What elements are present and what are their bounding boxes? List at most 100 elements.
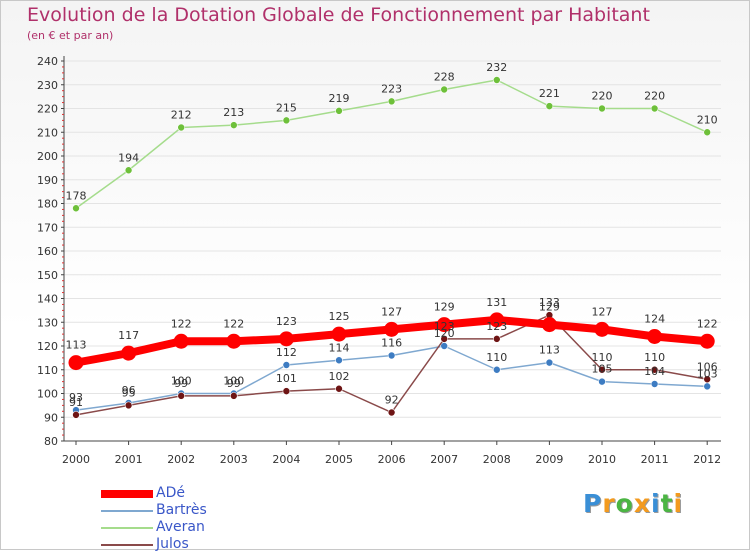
x-tick-label: 2011 [641, 453, 669, 466]
data-label: 220 [644, 90, 665, 103]
data-label: 122 [697, 317, 718, 330]
x-tick-label: 2002 [167, 453, 195, 466]
y-tick-label: 160 [37, 245, 58, 258]
x-tick-label: 2006 [378, 453, 406, 466]
data-point [545, 102, 554, 110]
logo-letter: o [615, 489, 634, 518]
data-point [594, 321, 610, 337]
data-label: 110 [486, 351, 507, 364]
data-point [282, 387, 291, 395]
y-tick-label: 120 [37, 340, 58, 353]
data-point [598, 377, 606, 386]
data-label: 117 [118, 329, 139, 342]
logo-letter: x [633, 489, 651, 518]
data-point [230, 392, 238, 400]
data-point [647, 329, 663, 344]
data-point [177, 123, 185, 132]
y-tick-label: 210 [37, 126, 58, 139]
data-label: 103 [697, 367, 718, 380]
data-point [699, 333, 715, 349]
data-label: 127 [592, 305, 613, 318]
data-label: 131 [486, 296, 507, 309]
data-label: 232 [486, 61, 507, 74]
data-label: 215 [276, 101, 297, 114]
data-label: 129 [539, 301, 560, 314]
y-tick-label: 180 [37, 198, 58, 211]
y-tick-label: 100 [37, 388, 58, 401]
x-tick-label: 2010 [588, 453, 616, 466]
data-point [387, 351, 396, 360]
data-point [335, 356, 343, 365]
data-point [335, 384, 343, 393]
x-tick-label: 2007 [430, 453, 458, 466]
data-label: 93 [69, 391, 83, 404]
data-point [384, 321, 400, 337]
data-point [68, 355, 84, 371]
legend-label: Julos [156, 536, 189, 552]
logo-letter: r [602, 489, 616, 518]
data-point [177, 392, 185, 400]
data-label: 101 [276, 372, 297, 385]
proxiti-logo: Proxiti [583, 489, 683, 518]
data-label: 129 [434, 301, 455, 314]
data-point [124, 401, 133, 410]
data-label: 123 [434, 320, 455, 333]
data-point [335, 107, 343, 115]
data-label: 220 [592, 90, 613, 103]
data-label: 122 [171, 317, 192, 330]
data-point [173, 333, 189, 349]
data-label: 221 [539, 87, 560, 100]
data-label: 114 [329, 341, 350, 354]
data-label: 213 [223, 106, 244, 119]
legend-label: ADé [156, 485, 185, 501]
data-point [282, 361, 291, 369]
data-label: 99 [227, 377, 241, 390]
data-point [436, 317, 452, 333]
y-tick-label: 240 [37, 55, 58, 68]
data-label: 194 [118, 151, 139, 164]
y-tick-label: 150 [37, 269, 58, 282]
legend-label: Bartrès [156, 502, 207, 518]
data-label: 120 [434, 327, 455, 340]
data-label: 133 [539, 296, 560, 309]
data-label: 102 [329, 370, 350, 383]
x-tick-label: 2003 [220, 453, 248, 466]
data-label: 105 [592, 363, 613, 376]
data-label: 113 [66, 339, 87, 352]
data-point [331, 326, 347, 342]
x-tick-label: 2001 [115, 453, 143, 466]
data-point [598, 365, 606, 374]
data-point [72, 411, 80, 419]
data-point [230, 121, 238, 129]
data-label: 116 [381, 337, 402, 350]
data-label: 228 [434, 71, 455, 84]
data-label: 127 [381, 305, 402, 318]
data-point [282, 116, 291, 125]
data-point [703, 128, 712, 137]
data-label: 110 [644, 351, 665, 364]
data-point [278, 331, 294, 347]
y-tick-label: 90 [44, 411, 58, 424]
y-tick-label: 200 [37, 150, 58, 163]
y-tick-label: 140 [37, 293, 58, 306]
legend-swatch [101, 490, 153, 498]
data-label: 123 [486, 320, 507, 333]
chart-title: Evolution de la Dotation Globale de Fonc… [27, 4, 650, 26]
data-point [124, 166, 133, 175]
data-label: 100 [171, 375, 192, 388]
data-label: 212 [171, 109, 192, 122]
logo-letter: t [660, 489, 674, 518]
data-point [387, 97, 396, 106]
data-point [440, 85, 449, 94]
data-point [489, 312, 505, 328]
x-tick-label: 2012 [693, 453, 721, 466]
data-point [703, 375, 712, 384]
data-point [492, 365, 501, 374]
data-point [440, 335, 449, 343]
data-label: 210 [697, 113, 718, 126]
data-point [650, 365, 659, 374]
y-tick-label: 190 [37, 174, 58, 187]
data-label: 219 [329, 92, 350, 105]
data-label: 99 [174, 377, 188, 390]
